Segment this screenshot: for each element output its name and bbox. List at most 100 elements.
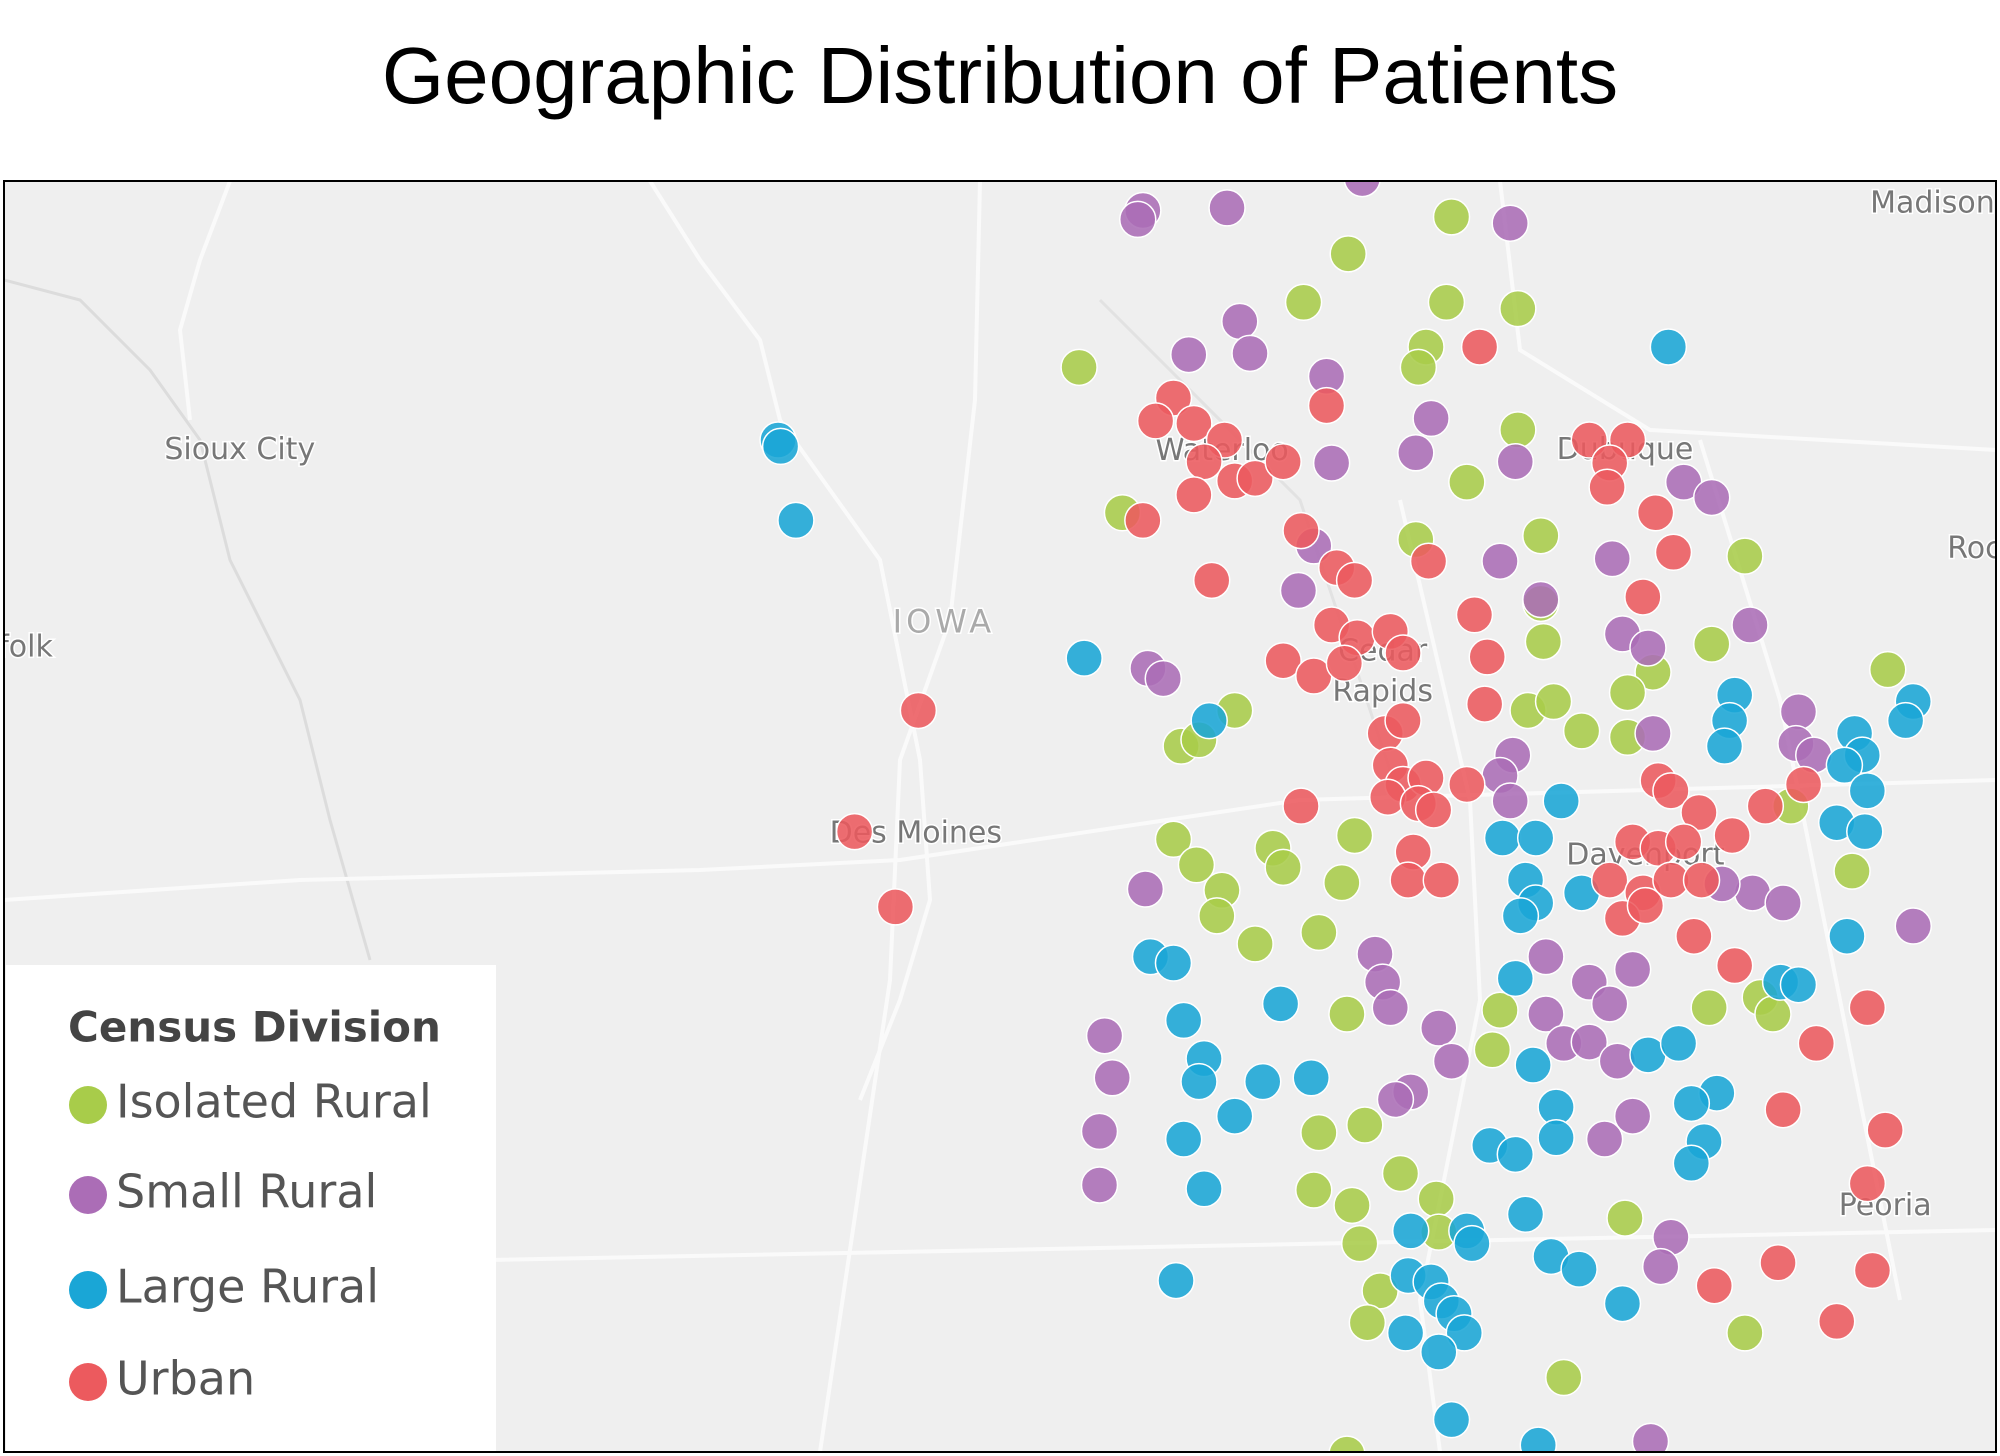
patient-dot <box>1300 1113 1338 1152</box>
patient-dot <box>1654 533 1693 572</box>
patient-dot <box>1417 1180 1455 1218</box>
patient-dot <box>1606 1199 1644 1237</box>
patient-dot <box>1848 1164 1887 1203</box>
patient-dot <box>1764 884 1802 922</box>
patient-dot <box>1119 200 1157 239</box>
patient-dot <box>1185 442 1223 481</box>
patient-dot <box>1886 701 1925 740</box>
page-title: Geographic Distribution of Patients <box>382 31 1618 120</box>
patient-dot <box>1085 1016 1124 1055</box>
patient-dot <box>1376 1080 1415 1119</box>
patient-dot <box>1726 1314 1764 1352</box>
patient-dot <box>1328 995 1366 1033</box>
patient-dot <box>1381 1154 1420 1193</box>
patient-dot <box>1759 1244 1797 1282</box>
patient-dot <box>1198 897 1236 935</box>
patient-dot <box>1514 1046 1552 1084</box>
patient-dot <box>1598 1042 1637 1080</box>
patient-dot <box>1692 625 1731 663</box>
patient-dot <box>1764 1090 1802 1129</box>
patient-dot <box>1570 1023 1609 1061</box>
patient-dot <box>1325 644 1364 683</box>
patient-dot <box>1384 634 1422 672</box>
patient-dot <box>1641 1247 1680 1286</box>
patient-dot <box>1603 1284 1642 1323</box>
patient-dot <box>1371 988 1410 1027</box>
patient-dot <box>1664 823 1703 861</box>
patient-dot <box>1483 819 1522 857</box>
patient-dot <box>1445 1314 1484 1352</box>
patient-dot <box>1496 1135 1535 1174</box>
patient-dot <box>1343 181 1381 198</box>
patient-dot <box>1397 434 1435 472</box>
patient-dot <box>1157 1261 1195 1300</box>
patient-dot <box>1300 913 1338 952</box>
patient-dot <box>1292 1059 1330 1097</box>
patient-dot <box>1527 995 1565 1033</box>
patient-dot <box>1422 861 1461 899</box>
patient-dot <box>1185 1170 1223 1208</box>
patient-dot <box>1264 848 1302 887</box>
patient-dot <box>1412 399 1450 438</box>
patient-dot <box>1389 861 1427 899</box>
patient-dots <box>759 181 1933 1452</box>
patient-dot <box>1481 991 1519 1029</box>
patient-dot <box>1629 629 1667 667</box>
patient-dot <box>1448 765 1486 804</box>
patient-dot <box>1631 1422 1670 1452</box>
patient-dot <box>1853 1251 1892 1290</box>
patient-dot <box>1848 988 1887 1027</box>
patient-dot <box>1432 1400 1471 1439</box>
legend-label: Small Rural <box>116 1165 377 1219</box>
patient-dot <box>1328 1435 1366 1452</box>
patient-dot <box>1524 622 1563 661</box>
patient-dot <box>1312 444 1351 482</box>
patient-dot <box>1833 852 1871 890</box>
patient-dot <box>1432 1042 1471 1080</box>
legend-label: Urban <box>116 1352 255 1406</box>
map-label: IOWA <box>893 603 995 641</box>
patient-dot <box>1746 787 1785 825</box>
patient-dot <box>1491 782 1529 820</box>
legend-marker <box>69 1086 107 1124</box>
patient-dot <box>1649 328 1688 366</box>
legend-marker <box>69 1363 107 1401</box>
patient-dot <box>1817 1302 1856 1341</box>
patient-dot <box>1496 442 1535 481</box>
patient-dot <box>1340 1224 1379 1263</box>
patient-dot <box>1828 917 1866 955</box>
patient-dot <box>1065 639 1103 677</box>
patient-dot <box>899 691 938 730</box>
patient-dot <box>1522 580 1560 619</box>
patient-dot <box>1346 1106 1384 1144</box>
patient-dot <box>1427 283 1466 322</box>
patient-dot <box>1797 1024 1836 1063</box>
patient-dot <box>1164 1120 1203 1158</box>
legend-title: Census Division <box>68 1003 441 1052</box>
patient-dot <box>1448 463 1486 501</box>
patient-dot <box>1460 328 1499 366</box>
patient-dot <box>1516 819 1555 857</box>
patient-dot <box>1652 772 1690 810</box>
patient-dot <box>1726 537 1764 575</box>
patient-dot <box>1527 937 1565 976</box>
patient-dot <box>1690 988 1728 1027</box>
patient-dot <box>1190 701 1228 740</box>
patient-dot <box>1455 596 1494 634</box>
patient-dot <box>1124 501 1162 540</box>
patient-dot <box>1519 1426 1558 1452</box>
patient-dot <box>1675 917 1713 955</box>
patient-dot <box>876 888 915 926</box>
patient-dot <box>1236 925 1274 963</box>
legend-marker <box>69 1271 107 1309</box>
patient-dot <box>1588 468 1626 506</box>
patient-dot <box>1491 204 1529 242</box>
patient-dot <box>1659 1024 1698 1063</box>
patient-dot <box>1335 816 1374 855</box>
patient-dot <box>1672 1084 1711 1123</box>
patient-dot <box>1409 542 1448 580</box>
patient-dot <box>1333 1186 1371 1225</box>
patient-dot <box>1869 650 1907 689</box>
patient-dot <box>1060 348 1098 387</box>
